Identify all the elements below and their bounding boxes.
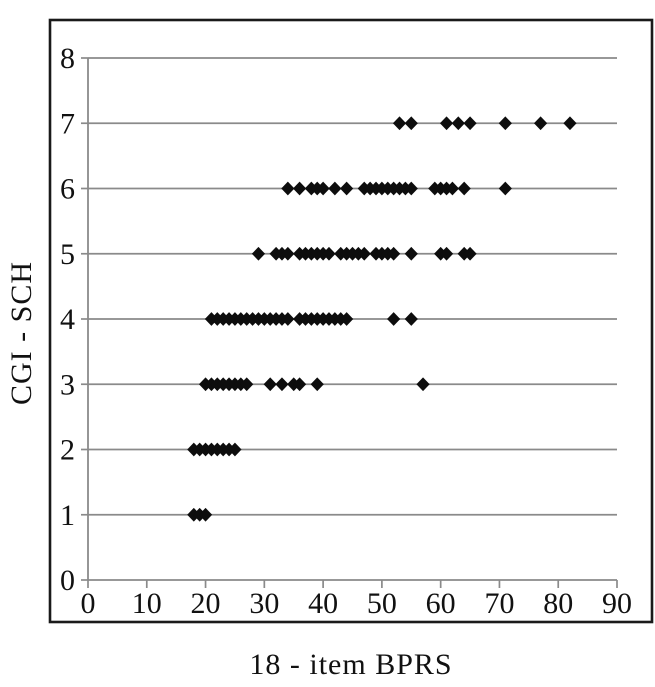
y-axis-title: CGI - SCH — [5, 261, 38, 406]
data-point-diamond — [357, 246, 371, 261]
x-tick-label: 70 — [484, 587, 514, 620]
y-tick-label: 0 — [60, 564, 75, 597]
data-point-diamond — [416, 377, 430, 392]
data-point-diamond — [281, 246, 295, 261]
data-point-diamond — [439, 246, 454, 261]
data-point-diamond — [228, 442, 242, 457]
y-tick-label: 4 — [60, 303, 75, 336]
y-tick-label: 7 — [60, 107, 75, 140]
x-axis-title: 18 - item BPRS — [249, 648, 453, 681]
y-tick-label: 8 — [60, 42, 75, 75]
x-tick-label: 30 — [249, 587, 279, 620]
x-tick-label: 50 — [367, 587, 397, 620]
data-point-diamond — [457, 181, 471, 196]
data-point-diamond — [340, 312, 354, 326]
data-point-diamond — [240, 377, 254, 392]
figure-border — [48, 18, 654, 624]
y-tick-label: 3 — [60, 368, 75, 401]
y-tick-label: 5 — [60, 238, 75, 271]
data-point-diamond — [404, 116, 418, 131]
data-point-diamond — [275, 377, 289, 392]
y-tick-label: 2 — [60, 434, 75, 467]
data-point-diamond — [463, 116, 477, 131]
data-point-diamond — [404, 312, 418, 326]
data-point-diamond — [451, 116, 465, 131]
x-tick-label: 20 — [191, 587, 221, 620]
data-point-diamond — [263, 377, 277, 392]
x-tick-label: 10 — [132, 587, 162, 620]
data-point-diamond — [310, 377, 324, 392]
data-point-diamond — [281, 181, 295, 196]
data-point-diamond — [293, 181, 307, 196]
data-point-diamond — [392, 116, 407, 131]
data-point-diamond — [439, 116, 454, 131]
data-point-diamond — [445, 181, 460, 196]
data-point-diamond — [198, 507, 213, 522]
x-tick-label: 40 — [308, 587, 338, 620]
data-point-diamond — [563, 116, 577, 131]
x-tick-label: 90 — [602, 587, 632, 620]
x-tick-label: 80 — [543, 587, 573, 620]
data-point-diamond — [498, 116, 512, 131]
data-point-diamond — [498, 181, 512, 196]
data-point-diamond — [281, 312, 295, 326]
data-point-diamond — [404, 246, 418, 261]
data-point-diamond — [533, 116, 548, 131]
x-tick-label: 60 — [426, 587, 456, 620]
data-point-diamond — [293, 377, 307, 392]
data-point-diamond — [387, 246, 401, 261]
data-point-diamond — [322, 246, 336, 261]
data-point-diamond — [251, 246, 266, 261]
x-tick-label: 0 — [81, 587, 96, 620]
data-point-diamond — [340, 181, 354, 196]
data-point-diamond — [387, 312, 401, 326]
data-point-diamond — [328, 181, 342, 196]
data-point-diamond — [316, 181, 330, 196]
data-point-diamond — [404, 181, 418, 196]
y-tick-label: 6 — [60, 173, 75, 206]
data-point-diamond — [463, 246, 477, 261]
y-tick-label: 1 — [60, 499, 75, 532]
